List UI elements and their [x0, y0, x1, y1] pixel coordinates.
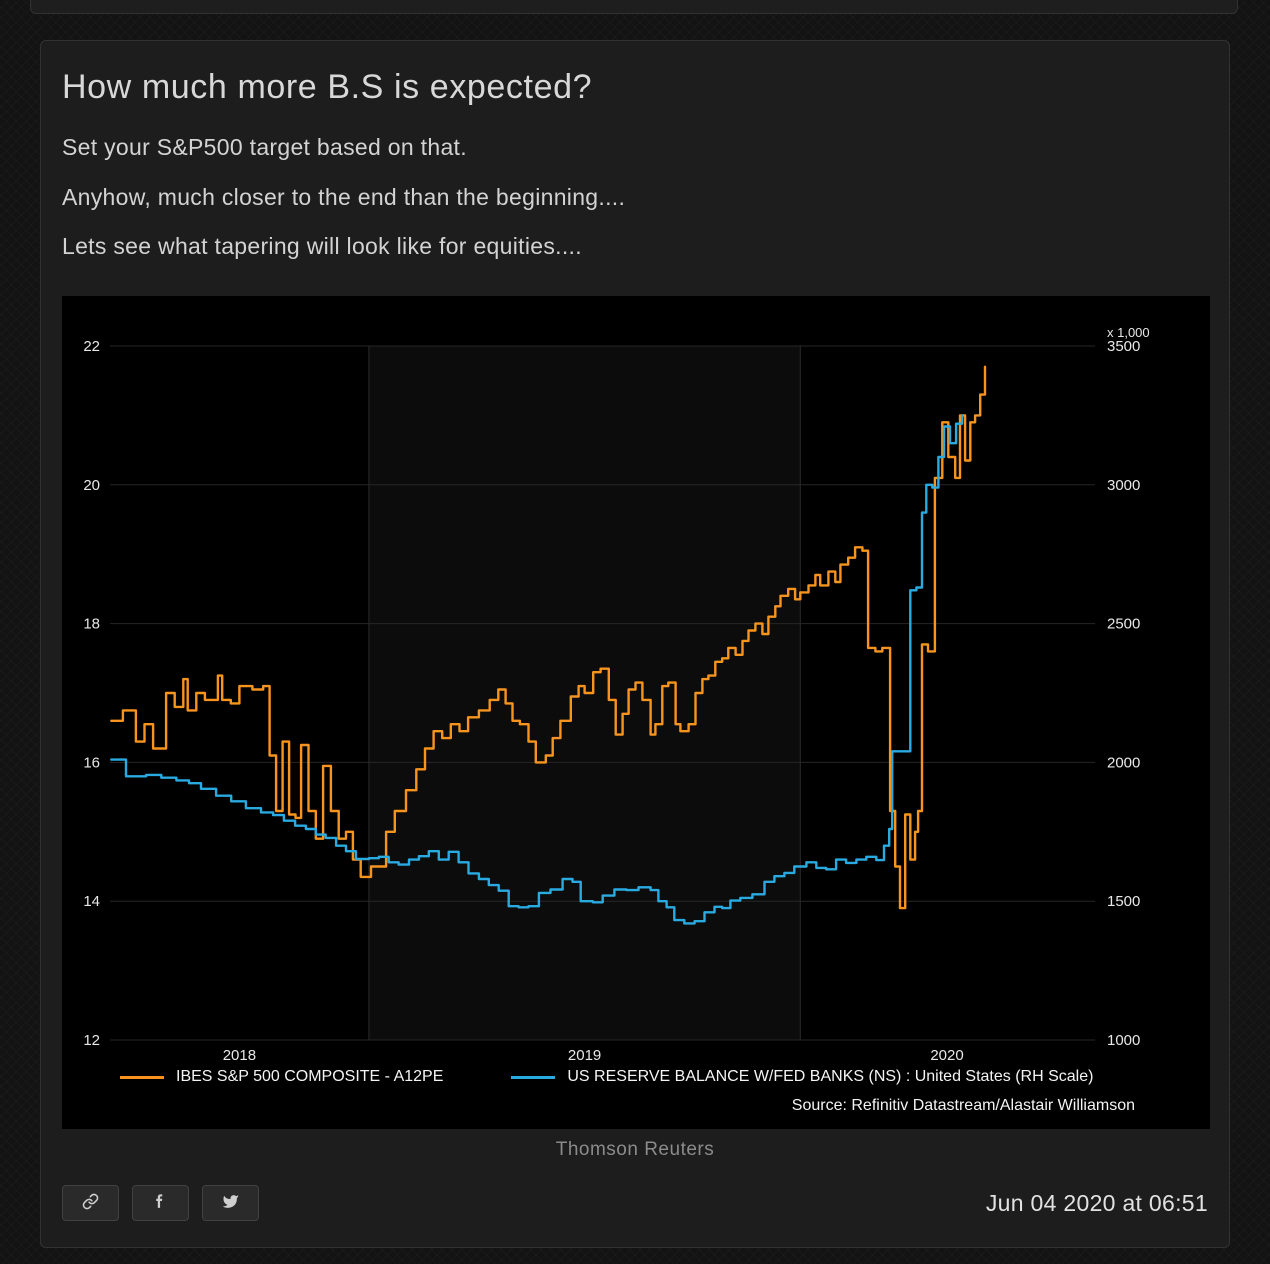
chart-image[interactable]: 22 20 18 16 14 12 3500 3000 2500 2000 1500 1000 x 1,… — [62, 296, 1210, 1129]
post-paragraph: Anyhow, much closer to the end than the … — [62, 184, 626, 210]
share-twitter-button[interactable] — [202, 1185, 259, 1221]
svg-text:1000: 1000 — [1107, 1032, 1140, 1049]
legend-label-reserves: US RESERVE BALANCE W/FED BANKS (NS) : Un… — [567, 1068, 1094, 1085]
svg-text:12: 12 — [83, 1032, 100, 1049]
share-link-button[interactable] — [62, 1185, 119, 1221]
share-button-group — [62, 1185, 259, 1221]
svg-text:x 1,000: x 1,000 — [1107, 325, 1150, 340]
svg-text:14: 14 — [83, 893, 100, 910]
post-footer: Jun 04 2020 at 06:51 — [62, 1185, 1208, 1221]
svg-text:2500: 2500 — [1107, 616, 1140, 633]
svg-text:2018: 2018 — [223, 1047, 256, 1064]
svg-text:18: 18 — [83, 616, 100, 633]
legend-item-sp500: IBES S&P 500 COMPOSITE - A12PE — [120, 1068, 443, 1086]
facebook-icon — [152, 1193, 169, 1213]
twitter-icon — [222, 1193, 239, 1213]
post-paragraph: Lets see what tapering will look like fo… — [62, 233, 582, 259]
svg-text:16: 16 — [83, 754, 100, 771]
legend-label-sp500: IBES S&P 500 COMPOSITE - A12PE — [176, 1068, 444, 1085]
chart-caption: Thomson Reuters — [555, 1139, 715, 1160]
svg-text:3000: 3000 — [1107, 477, 1140, 494]
legend-swatch-cyan — [511, 1075, 556, 1079]
chart-legend: IBES S&P 500 COMPOSITE - A12PE US RESERV… — [62, 1068, 1210, 1086]
post-title: How much more B.S is expected? — [62, 68, 593, 106]
svg-text:20: 20 — [83, 477, 100, 494]
share-facebook-button[interactable] — [132, 1185, 189, 1221]
svg-text:22: 22 — [83, 338, 100, 355]
legend-swatch-orange — [120, 1075, 164, 1079]
svg-text:2020: 2020 — [930, 1047, 963, 1064]
svg-text:3500: 3500 — [1107, 338, 1140, 355]
post-timestamp: Jun 04 2020 at 06:51 — [985, 1189, 1208, 1216]
link-icon — [82, 1193, 99, 1213]
svg-text:2019: 2019 — [568, 1047, 601, 1064]
svg-text:1500: 1500 — [1107, 893, 1140, 910]
post-paragraph: Set your S&P500 target based on that. — [62, 134, 467, 160]
legend-item-reserves: US RESERVE BALANCE W/FED BANKS (NS) : Un… — [511, 1068, 1093, 1086]
chart-source-credit: Source: Refinitiv Datastream/Alastair Wi… — [791, 1097, 1135, 1114]
post-card: How much more B.S is expected? Set your … — [40, 40, 1230, 1248]
svg-text:2000: 2000 — [1107, 754, 1140, 771]
previous-post-card-edge — [30, 0, 1238, 14]
